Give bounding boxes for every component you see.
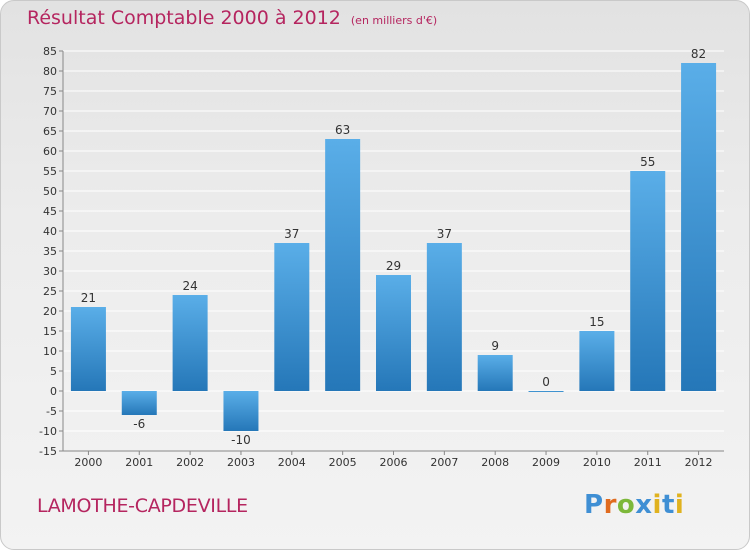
x-tick-label-2011: 2011 [634,456,662,469]
x-tick-label-2003: 2003 [227,456,255,469]
logo-letter: P [584,490,604,520]
y-tick-label: 80 [43,65,57,78]
bar-2008 [477,355,513,391]
y-tick-label: -15 [39,445,57,458]
bar-2004 [274,243,310,391]
logo-letter: r [603,490,617,520]
data-label-2004: 37 [284,227,299,241]
bar-2010 [579,331,615,391]
bar-2007 [426,243,462,391]
y-tick-label: 45 [43,205,57,218]
bar-2001 [121,391,157,415]
y-tick-label: 0 [50,385,57,398]
y-tick-label: 15 [43,325,57,338]
y-tick-labels: -15 -10 -5 0 5 10 15 20 25 30 35 40 45 50 55 60 65 70 75 80… [39,45,57,458]
x-tick-label-2008: 2008 [481,456,509,469]
x-tick-label-2007: 2007 [430,456,458,469]
data-label-2002: 24 [182,279,197,293]
bar-2005 [325,139,361,391]
bar-2003 [223,391,259,431]
commune-name: LAMOTHE-CAPDEVILLE [37,495,248,517]
y-tick-label: 5 [50,365,57,378]
chart-title: Résultat Comptable 2000 à 2012 (en millie… [27,7,438,29]
x-tick-label-2010: 2010 [583,456,611,469]
data-label-2008: 9 [491,339,499,353]
data-labels: 21 -6 24 -10 37 63 29 37 9 0 15 55 82 [81,47,706,447]
x-tick-label-2012: 2012 [685,456,713,469]
logo-letter: i [652,490,662,520]
x-tick-labels: 2000 2001 2002 2003 2004 2005 2006 2007 2008 2009… [74,451,713,469]
x-tick-label-2006: 2006 [380,456,408,469]
y-tick-label: 70 [43,105,57,118]
data-label-2001: -6 [133,417,145,431]
y-tick-label: 75 [43,85,57,98]
chart-subtitle: (en milliers d'€) [350,14,438,27]
x-tick-label-2004: 2004 [278,456,306,469]
bars [70,63,717,431]
data-label-2012: 82 [691,47,706,61]
y-tick-label: -10 [39,425,57,438]
bar-2000 [70,307,106,391]
y-tick-label: 65 [43,125,57,138]
y-tick-label: 20 [43,305,57,318]
x-tick-label-2005: 2005 [329,456,357,469]
data-label-2009: 0 [542,375,550,389]
y-tick-label: 50 [43,185,57,198]
y-tick-label: 30 [43,265,57,278]
bar-2009 [528,391,564,392]
y-tick-label: 35 [43,245,57,258]
x-tick-label-2000: 2000 [74,456,102,469]
y-tick-label: 10 [43,345,57,358]
data-label-2011: 55 [640,155,655,169]
y-tick-label: 85 [43,45,57,58]
proxiti-logo: Proxiti [584,490,684,520]
x-tick-label-2001: 2001 [125,456,153,469]
bar-2012 [681,63,717,391]
bar-2006 [376,275,411,391]
bar-2011 [630,171,666,391]
logo-letter: i [674,490,685,520]
data-label-2003: -10 [231,433,251,447]
y-tick-label: 60 [43,145,57,158]
logo-letter: o [616,490,636,520]
x-tick-label-2009: 2009 [532,456,560,469]
logo-letter: x [635,490,653,520]
y-tick-label: 40 [43,225,57,238]
y-tick-label: 55 [43,165,57,178]
y-tick-label: -5 [46,405,57,418]
bar-2002 [172,295,208,391]
data-label-2000: 21 [81,291,96,305]
data-label-2010: 15 [589,315,604,329]
data-label-2005: 63 [335,123,350,137]
logo-letter: t [661,490,675,520]
data-label-2006: 29 [386,259,401,273]
data-label-2007: 37 [437,227,452,241]
y-tick-label: 25 [43,285,57,298]
x-tick-label-2002: 2002 [176,456,204,469]
